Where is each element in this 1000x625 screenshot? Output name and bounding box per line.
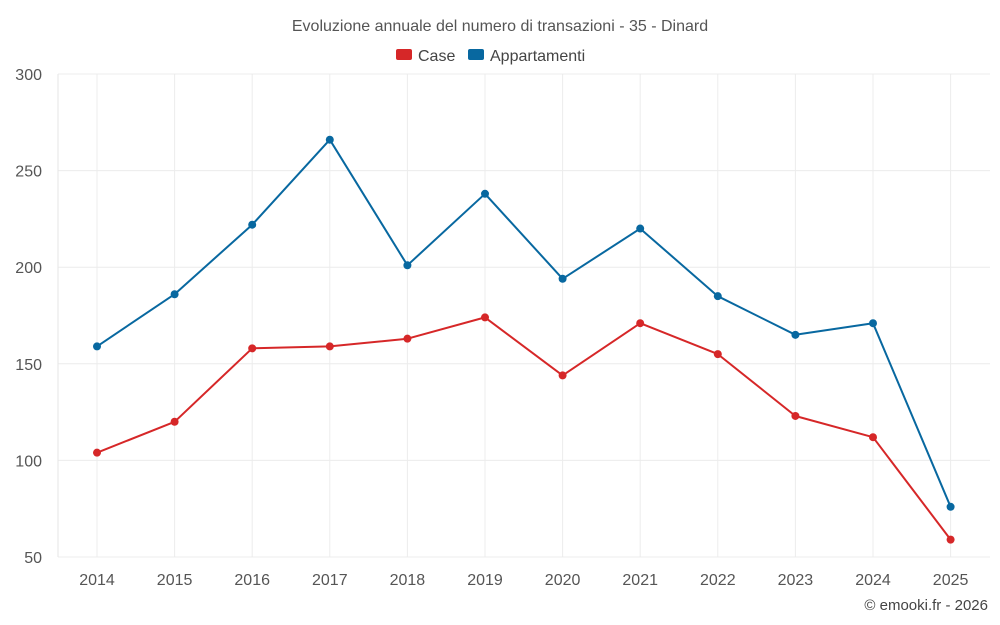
- point-appartamenti-2023[interactable]: [791, 330, 800, 339]
- x-tick-label-2021: 2021: [622, 572, 658, 589]
- series-line-case: [96, 316, 952, 541]
- point-case-2014[interactable]: [93, 448, 101, 457]
- point-appartamenti-2019[interactable]: [481, 189, 489, 198]
- point-case-2016[interactable]: [248, 344, 257, 353]
- point-appartamenti-2014[interactable]: [93, 342, 101, 351]
- x-tick-label-2022: 2022: [700, 572, 736, 589]
- legend: Case Appartamenti: [396, 48, 585, 65]
- series-appartamenti: [93, 135, 955, 511]
- point-appartamenti-2020[interactable]: [558, 274, 567, 283]
- legend-label-case[interactable]: Case: [418, 48, 455, 65]
- series-line-appartamenti: [96, 138, 952, 508]
- x-tick-label-2020: 2020: [545, 572, 581, 589]
- x-tick-label-2018: 2018: [390, 572, 426, 589]
- point-case-2024[interactable]: [869, 433, 877, 442]
- x-tick-label-2019: 2019: [467, 572, 503, 589]
- point-appartamenti-2024[interactable]: [869, 319, 877, 328]
- point-appartamenti-2018[interactable]: [403, 261, 412, 270]
- point-appartamenti-2016[interactable]: [248, 220, 257, 229]
- y-tick-label-250: 250: [15, 164, 42, 181]
- x-tick-label-2015: 2015: [157, 572, 193, 589]
- point-case-2020[interactable]: [558, 371, 567, 380]
- legend-swatch-appartamenti: [468, 49, 484, 60]
- point-appartamenti-2022[interactable]: [713, 292, 722, 301]
- y-tick-label-300: 300: [15, 67, 42, 84]
- legend-swatch-case: [396, 49, 412, 60]
- point-case-2025[interactable]: [946, 535, 955, 544]
- x-axis: 2014 2015 2016 2017 2018 2019 2020 2021 2022 2023…: [79, 572, 968, 589]
- point-appartamenti-2021[interactable]: [636, 224, 645, 233]
- credit-text: © emooki.fr - 2026: [864, 597, 988, 614]
- x-tick-label-2025: 2025: [933, 572, 969, 589]
- x-tick-label-2017: 2017: [312, 572, 348, 589]
- chart-title: Evoluzione annuale del numero di transaz…: [292, 18, 708, 35]
- y-tick-label-200: 200: [15, 260, 42, 277]
- point-case-2021[interactable]: [636, 319, 645, 328]
- point-appartamenti-2025[interactable]: [946, 502, 955, 511]
- x-tick-label-2016: 2016: [234, 572, 270, 589]
- point-case-2015[interactable]: [170, 417, 179, 426]
- point-case-2019[interactable]: [481, 313, 489, 322]
- point-case-2023[interactable]: [791, 411, 800, 420]
- y-axis: 50 100 150 200 250 300: [15, 67, 59, 567]
- x-tick-label-2014: 2014: [79, 572, 115, 589]
- gridlines: [58, 73, 990, 558]
- legend-label-appartamenti[interactable]: Appartamenti: [490, 48, 585, 65]
- y-tick-label-150: 150: [15, 357, 42, 374]
- point-case-2018[interactable]: [403, 334, 412, 343]
- series-case: [93, 313, 955, 544]
- point-appartamenti-2015[interactable]: [170, 290, 179, 299]
- point-appartamenti-2017[interactable]: [325, 135, 334, 144]
- x-tick-label-2024: 2024: [855, 572, 891, 589]
- point-case-2022[interactable]: [713, 350, 722, 359]
- x-tick-label-2023: 2023: [778, 572, 814, 589]
- series: [93, 135, 955, 544]
- y-tick-label-100: 100: [15, 453, 42, 470]
- y-tick-label-50: 50: [24, 550, 42, 567]
- point-case-2017[interactable]: [325, 342, 334, 351]
